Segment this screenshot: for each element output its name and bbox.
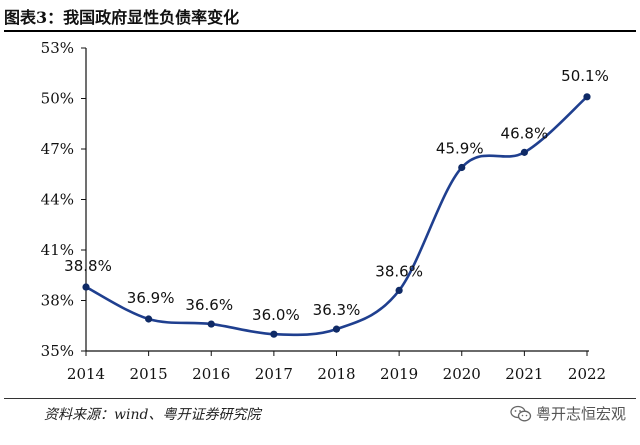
- y-tick-label: 35%: [41, 342, 74, 360]
- data-point-2016: [207, 320, 215, 328]
- y-tick-label: 44%: [41, 191, 74, 209]
- data-point-2014: [82, 283, 90, 291]
- chart-axes: 35% 38% 41% 44% 47% 50% 53% 2014 2015 2016 2017 201…: [41, 39, 606, 383]
- chart-title: 图表3：我国政府显性负债率变化: [4, 8, 240, 27]
- source-note: 资料来源：wind、粤开证券研究院: [44, 407, 261, 423]
- data-point-2018: [332, 325, 341, 333]
- data-points: [82, 93, 591, 338]
- y-tick-label: 47%: [41, 140, 74, 158]
- y-tick-label: 41%: [41, 241, 74, 259]
- x-tick-label: 2016: [192, 365, 230, 383]
- data-label-2016: 36.6%: [185, 296, 233, 314]
- data-label-2022: 50.1%: [561, 67, 609, 85]
- data-point-2019: [395, 286, 403, 294]
- data-label-2014: 38.8%: [64, 257, 112, 275]
- data-point-2017: [270, 330, 278, 338]
- data-point-2015: [145, 315, 153, 323]
- x-tick-label: 2018: [317, 365, 355, 383]
- x-tick-label: 2014: [67, 365, 105, 383]
- x-tick-label: 2020: [443, 365, 481, 383]
- series-line: [85, 95, 588, 337]
- x-tick-label: 2017: [255, 365, 293, 383]
- data-point-2020: [458, 163, 466, 172]
- data-label-2018: 36.3%: [313, 301, 361, 319]
- wechat-icon: [510, 405, 532, 421]
- top-rule: [4, 30, 636, 32]
- y-tick-label: 53%: [41, 39, 74, 57]
- watermark: 粤开志恒宏观: [510, 403, 626, 424]
- bottom-rule: [4, 398, 636, 399]
- data-point-2021: [520, 148, 528, 156]
- x-tick-label: 2022: [568, 365, 606, 383]
- data-label-2020: 45.9%: [436, 140, 484, 158]
- x-tick-label: 2021: [505, 365, 543, 383]
- x-tick-label: 2015: [130, 365, 168, 383]
- data-label-2021: 46.8%: [501, 124, 549, 142]
- y-tick-label: 50%: [41, 90, 74, 108]
- x-tick-label: 2019: [380, 365, 418, 383]
- data-point-2022: [583, 93, 591, 101]
- data-label-2019: 38.6%: [375, 262, 423, 280]
- line-chart: 35% 38% 41% 44% 47% 50% 53% 2014 2015 2016 2017 201…: [41, 39, 609, 383]
- data-labels: 38.8% 36.9% 36.6% 36.0% 36.3% 38.6% 45.9% 46.8%…: [64, 67, 609, 324]
- data-label-2015: 36.9%: [127, 289, 175, 307]
- data-label-2017: 36.0%: [252, 306, 300, 324]
- watermark-text: 粤开志恒宏观: [535, 405, 626, 423]
- y-tick-label: 38%: [41, 292, 74, 310]
